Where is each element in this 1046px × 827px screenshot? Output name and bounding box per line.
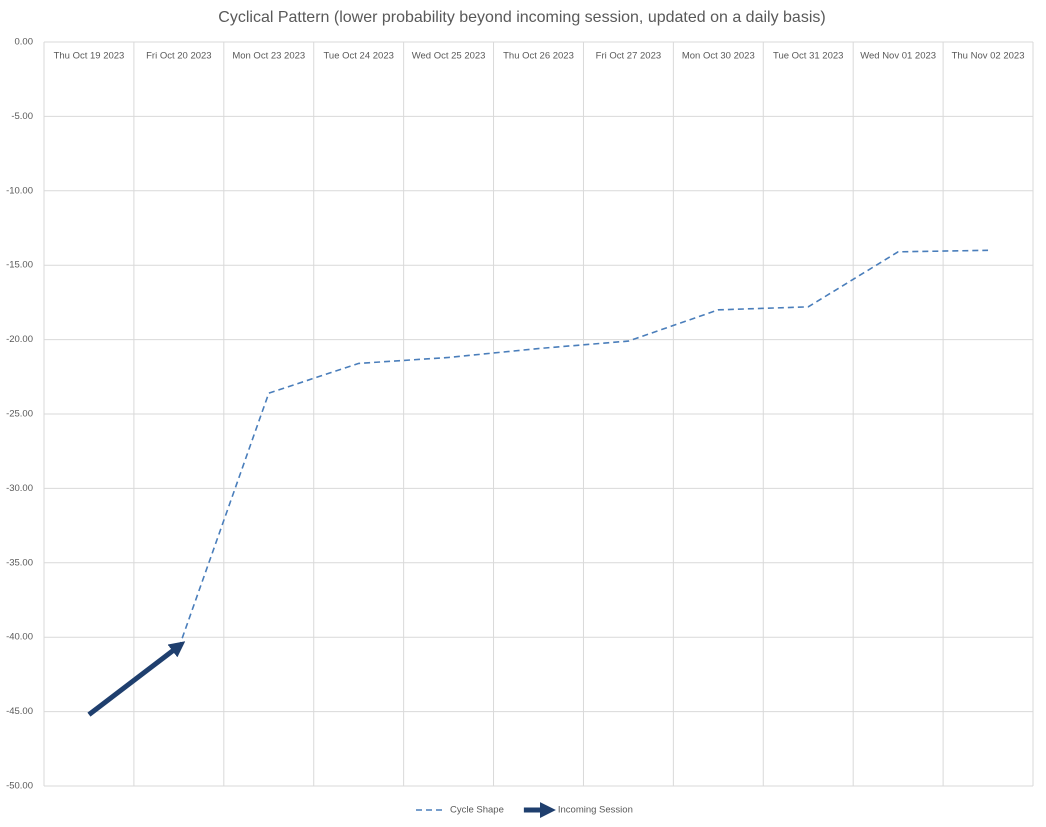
y-tick-label: -20.00 (6, 334, 33, 345)
y-tick-label: -50.00 (6, 781, 33, 792)
y-tick-label: -30.00 (6, 483, 33, 494)
x-tick-label: Tue Oct 31 2023 (773, 51, 843, 62)
x-tick-label: Fri Oct 20 2023 (146, 51, 211, 62)
y-tick-label: -45.00 (6, 706, 33, 717)
x-tick-label: Wed Oct 25 2023 (412, 51, 486, 62)
y-tick-label: -15.00 (6, 260, 33, 271)
y-tick-label: -40.00 (6, 632, 33, 643)
x-tick-label: Wed Nov 01 2023 (860, 51, 936, 62)
x-tick-label: Tue Oct 24 2023 (323, 51, 393, 62)
series-line (178, 249, 989, 648)
y-tick-label: -25.00 (6, 409, 33, 420)
y-tick-label: -35.00 (6, 557, 33, 568)
x-tick-label: Thu Oct 26 2023 (503, 51, 574, 62)
y-tick-label: -10.00 (6, 185, 33, 196)
x-tick-label: Thu Oct 19 2023 (54, 51, 125, 62)
y-tick-label: 0.00 (15, 37, 34, 48)
x-tick-label: Mon Oct 30 2023 (682, 51, 755, 62)
x-tick-label: Fri Oct 27 2023 (596, 51, 661, 62)
x-tick-label: Thu Nov 02 2023 (952, 51, 1025, 62)
x-tick-label: Mon Oct 23 2023 (232, 51, 305, 62)
chart-title: Cyclical Pattern (lower probability beyo… (218, 9, 825, 26)
legend-label: Cycle Shape (450, 805, 504, 816)
legend-label: Incoming Session (558, 805, 633, 816)
y-tick-label: -5.00 (11, 111, 33, 122)
series-line (87, 641, 186, 717)
